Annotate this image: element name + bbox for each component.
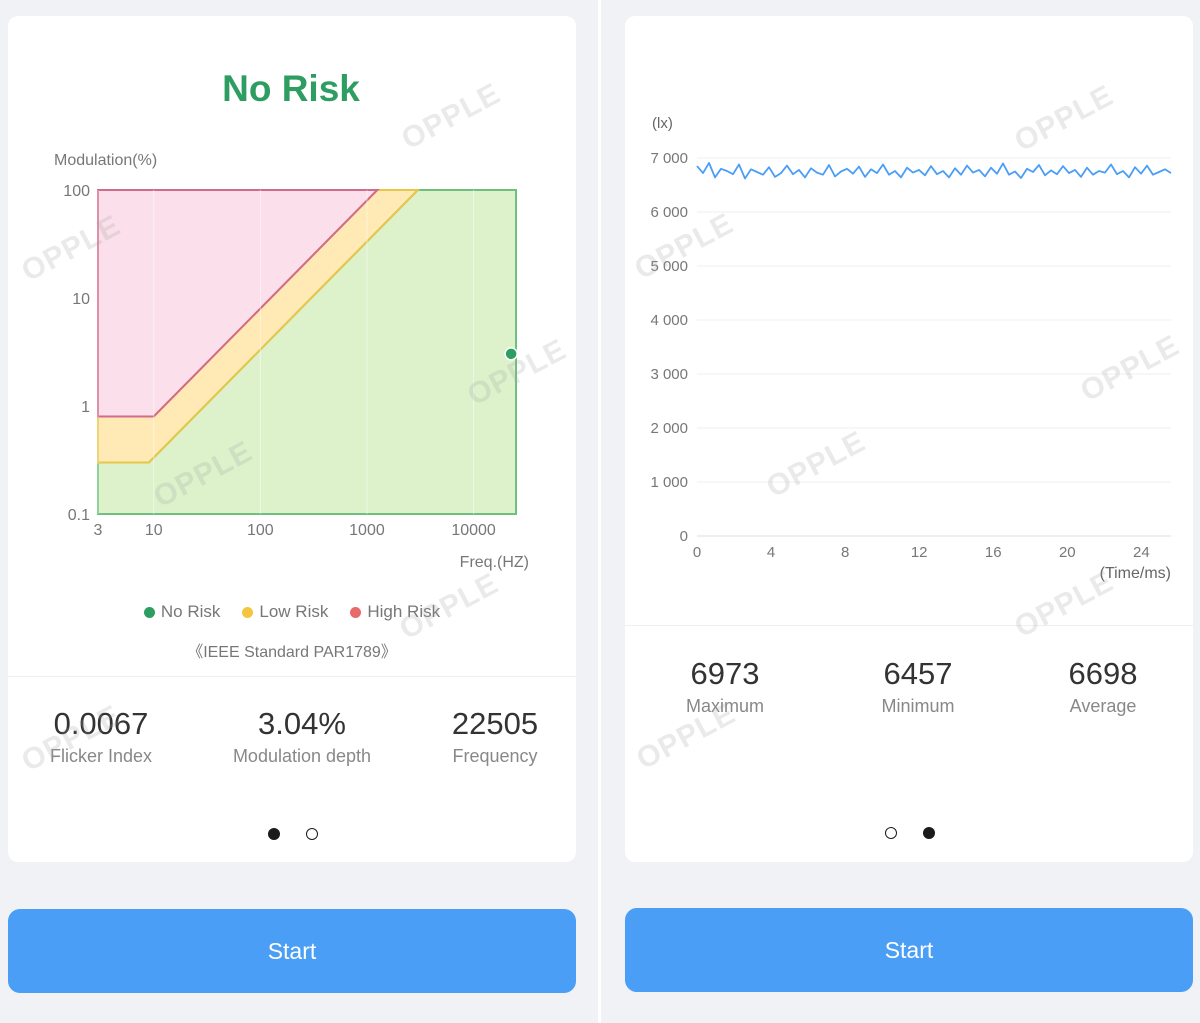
risk-level-title: No Risk <box>222 68 360 109</box>
illuminance-chart: (lx) 7 000 6 000 5 000 4 000 3 000 2 000 1 000 0… <box>650 115 1172 582</box>
y-axis-unit-label: (lx) <box>652 115 673 132</box>
risk-legend: No Risk Low Risk High Risk <box>8 602 576 622</box>
start-button[interactable]: Start <box>625 908 1193 992</box>
stat-label: Modulation depth <box>232 746 372 766</box>
legend-dot-red <box>350 606 362 618</box>
x-tick-label: 8 <box>841 544 849 561</box>
x-tick-label: 12 <box>911 544 928 561</box>
legend-dot-green <box>143 606 155 618</box>
legend-label: High Risk <box>367 602 441 621</box>
stat-average: 6698 Average <box>1003 656 1200 720</box>
y-tick-label: 10 <box>72 291 90 308</box>
y-tick-label: 2 000 <box>650 420 688 437</box>
y-axis-label: Modulation(%) <box>54 152 157 169</box>
separator <box>8 676 576 677</box>
legend-label: No Risk <box>160 602 221 621</box>
page-dot-active[interactable] <box>923 827 935 839</box>
stat-frequency: 22505 Frequency <box>400 706 590 770</box>
stat-label: Minimum <box>881 696 955 716</box>
y-tick-label: 7 000 <box>650 150 688 167</box>
y-tick-label: 1 <box>81 399 90 416</box>
stat-flicker-index: 0.0067 Flicker Index <box>8 706 194 770</box>
x-tick-label: 10000 <box>451 522 496 539</box>
legend-item-high-risk: High Risk <box>350 602 440 622</box>
x-tick-label: 1000 <box>349 522 385 539</box>
stat-maximum: 6973 Maximum <box>625 656 825 720</box>
start-button[interactable]: Start <box>8 909 576 993</box>
y-tick-label: 5 000 <box>650 258 688 275</box>
page-indicator[interactable] <box>268 828 318 840</box>
x-axis-label: (Time/ms) <box>1100 565 1171 582</box>
stat-label: Maximum <box>685 696 764 716</box>
stat-value: 22505 <box>451 706 539 741</box>
stat-minimum: 6457 Minimum <box>818 656 1018 720</box>
y-tick-label: 4 000 <box>650 312 688 329</box>
measurement-point <box>504 347 518 361</box>
legend-item-low-risk: Low Risk <box>242 602 328 622</box>
stat-modulation-depth: 3.04% Modulation depth <box>204 706 400 770</box>
stat-value: 6457 <box>883 656 953 691</box>
standard-reference: 《IEEE Standard PAR1789》 <box>187 644 397 661</box>
legend-dot-yellow <box>242 606 254 618</box>
stat-value: 3.04% <box>258 706 346 741</box>
x-tick-label: 100 <box>247 522 274 539</box>
x-tick-label: 4 <box>767 544 775 561</box>
flicker-risk-card: No Risk 100 10 1 0.1 3 10 100 1000 10000 Modulati… <box>8 16 576 862</box>
legend-label: Low Risk <box>259 602 329 621</box>
page-dot[interactable] <box>306 828 318 840</box>
y-tick-label: 1 000 <box>650 474 688 491</box>
page-dot-active[interactable] <box>268 828 280 840</box>
y-tick-label: 0.1 <box>68 507 90 524</box>
illuminance-card: (lx) 7 000 6 000 5 000 4 000 3 000 2 000 1 000 0… <box>625 16 1193 862</box>
illuminance-series-line <box>696 161 1172 180</box>
stat-value: 6698 <box>1068 656 1138 691</box>
page-indicator[interactable] <box>885 827 935 839</box>
y-tick-label: 6 000 <box>650 204 688 221</box>
page-dot[interactable] <box>885 827 897 839</box>
x-tick-label: 24 <box>1133 544 1150 561</box>
x-tick-label: 3 <box>94 522 103 539</box>
legend-item-no-risk: No Risk <box>143 602 221 622</box>
stat-value: 6973 <box>690 656 760 691</box>
y-tick-label: 0 <box>680 528 688 545</box>
x-axis-label: Freq.(HZ) <box>460 554 529 571</box>
stat-value: 0.0067 <box>53 706 149 741</box>
risk-chart: 100 10 1 0.13 10 100 1000 10000 Modulation(%) Fre… <box>54 152 529 571</box>
x-tick-label: 0 <box>693 544 701 561</box>
y-tick-label: 3 000 <box>650 366 688 383</box>
panel-divider <box>598 0 601 1023</box>
x-tick-label: 20 <box>1059 544 1076 561</box>
x-tick-label: 10 <box>145 522 163 539</box>
stat-label: Flicker Index <box>49 746 153 766</box>
stat-label: Frequency <box>452 746 538 766</box>
stat-label: Average <box>1069 696 1137 716</box>
separator <box>625 625 1193 626</box>
y-tick-label: 100 <box>63 183 90 200</box>
x-tick-label: 16 <box>985 544 1002 561</box>
